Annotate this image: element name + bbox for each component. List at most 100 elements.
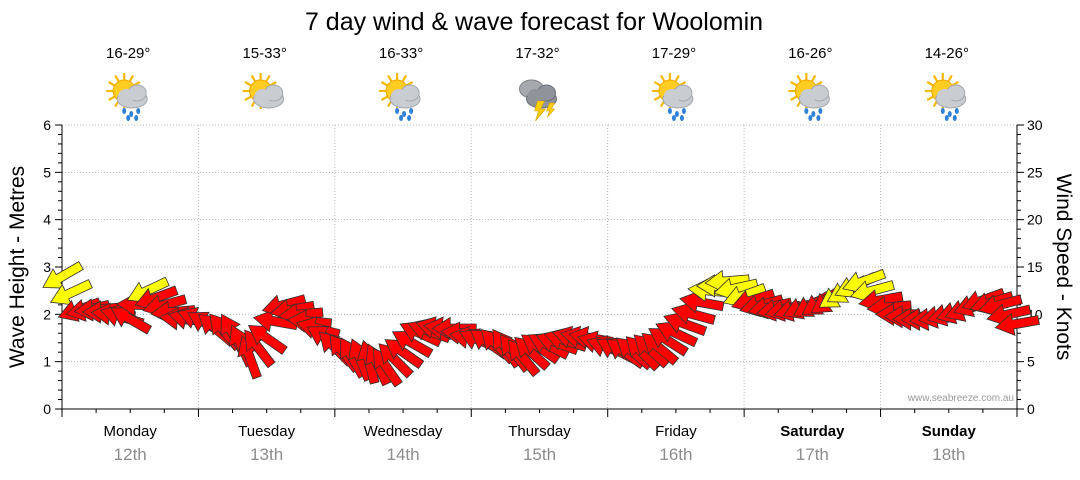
sun-cloud-rain-icon xyxy=(106,73,148,121)
y-tick-label-right: 20 xyxy=(1027,212,1043,228)
raindrop xyxy=(399,115,404,121)
raindrop xyxy=(134,115,139,121)
sun-ray xyxy=(659,74,666,83)
sun-ray xyxy=(790,81,798,87)
day-forecast: 16-33° xyxy=(379,45,423,121)
lightning-bolt xyxy=(534,100,547,122)
raindrop xyxy=(944,115,949,121)
raindrop xyxy=(395,108,400,114)
watermark: www.seabreeze.com.au xyxy=(907,393,1014,404)
sun-ray xyxy=(387,74,393,83)
temperature-range: 17-32° xyxy=(515,45,559,62)
storm-icon xyxy=(519,79,557,122)
day-forecast: 16-26° xyxy=(788,45,833,121)
y-axis-left-label: Wave Height - Metres xyxy=(6,166,29,368)
temperature-range: 16-29° xyxy=(106,45,150,62)
y-tick-label-left: 0 xyxy=(43,401,51,417)
day-name-label: Thursday xyxy=(508,423,571,440)
sun-ray xyxy=(244,81,252,87)
sun-ray xyxy=(653,95,661,101)
y-tick-label-left: 6 xyxy=(43,117,51,133)
raindrop xyxy=(818,108,823,114)
raindrop xyxy=(402,111,407,117)
day-labels: Monday 12th Tuesday 13th Wednesday 14th Thursd… xyxy=(104,423,977,464)
sun-ray xyxy=(796,74,802,83)
y-tick-label-left: 4 xyxy=(43,212,51,228)
grid-lines xyxy=(62,124,1018,409)
sun-ray xyxy=(947,74,953,83)
date-label: 12th xyxy=(114,445,147,464)
day-name-label: Tuesday xyxy=(238,423,295,440)
y-tick-label-right: 15 xyxy=(1027,259,1043,275)
raindrop xyxy=(681,108,686,114)
cloud-part xyxy=(254,89,271,103)
wind-arrow xyxy=(671,302,716,325)
sun-ray xyxy=(108,81,116,87)
wind-arrow xyxy=(994,312,1040,336)
date-label: 13th xyxy=(250,445,283,464)
wind-arrow xyxy=(42,261,84,289)
wind-arrow xyxy=(655,321,699,348)
sun-ray xyxy=(790,95,798,101)
sun-ray xyxy=(244,95,252,101)
raindrop xyxy=(126,115,131,121)
day-name-label: Friday xyxy=(655,423,697,440)
day-forecast: 17-29° xyxy=(652,45,696,121)
sun-ray xyxy=(932,74,939,83)
wind-arrow xyxy=(663,311,708,337)
sun-cloud-rain-icon xyxy=(924,73,967,121)
cloud-part xyxy=(118,89,135,103)
sun-ray xyxy=(380,95,389,101)
cloud-part xyxy=(663,89,680,103)
cloud-part xyxy=(936,89,953,103)
sun-ray xyxy=(250,74,257,83)
sun-ray xyxy=(108,95,116,101)
raindrop xyxy=(136,108,141,114)
sun-ray xyxy=(926,95,934,101)
y-tick-label-left: 3 xyxy=(43,259,51,275)
raindrop xyxy=(947,111,952,117)
sun-ray xyxy=(265,74,271,83)
raindrop xyxy=(811,111,816,117)
date-label: 17th xyxy=(796,445,829,464)
raindrop xyxy=(952,115,957,121)
cloud-part xyxy=(391,89,408,103)
day-forecast: 15-33° xyxy=(242,45,287,109)
cloud-part xyxy=(527,89,544,103)
raindrop xyxy=(409,108,414,114)
sun-cloud-rain-icon xyxy=(651,73,694,121)
day-forecast: 17-32° xyxy=(515,45,560,122)
raindrop xyxy=(954,108,959,114)
wind-arrow xyxy=(384,339,425,370)
sun-cloud-rain-icon xyxy=(788,73,830,121)
chart-title: 7 day wind & wave forecast for Woolomin xyxy=(305,8,763,36)
sun-ray xyxy=(128,74,135,83)
raindrop xyxy=(940,108,945,114)
raindrop xyxy=(679,115,684,121)
y-tick-label-left: 1 xyxy=(43,354,51,370)
sun-ray xyxy=(401,74,408,83)
day-name-label: Wednesday xyxy=(364,423,443,440)
wind-arrow xyxy=(391,330,434,359)
sun-ray xyxy=(380,81,389,87)
date-label: 15th xyxy=(523,445,556,464)
raindrop xyxy=(407,115,412,121)
sun-ray xyxy=(653,81,661,87)
temperature-range: 16-33° xyxy=(379,45,423,62)
cloud-part xyxy=(800,89,817,103)
y-tick-label-right: 25 xyxy=(1027,164,1043,180)
day-name-label: Saturday xyxy=(780,423,845,440)
wind-arrow xyxy=(247,324,288,355)
wind-arrow xyxy=(679,290,725,314)
daily-forecast-row: 16-29° 15-33° 16-33° 17-32° 17-29° 16-26° 14-2… xyxy=(106,45,969,122)
day-forecast: 16-29° xyxy=(106,45,150,121)
y-tick-label-left: 2 xyxy=(43,306,51,322)
raindrop xyxy=(674,111,679,117)
y-axis-right-label: Wind Speed - Knots xyxy=(1052,174,1075,361)
sun-cloud-icon xyxy=(242,73,285,109)
y-tick-label-right: 5 xyxy=(1027,354,1035,370)
temperature-range: 17-29° xyxy=(652,45,696,62)
